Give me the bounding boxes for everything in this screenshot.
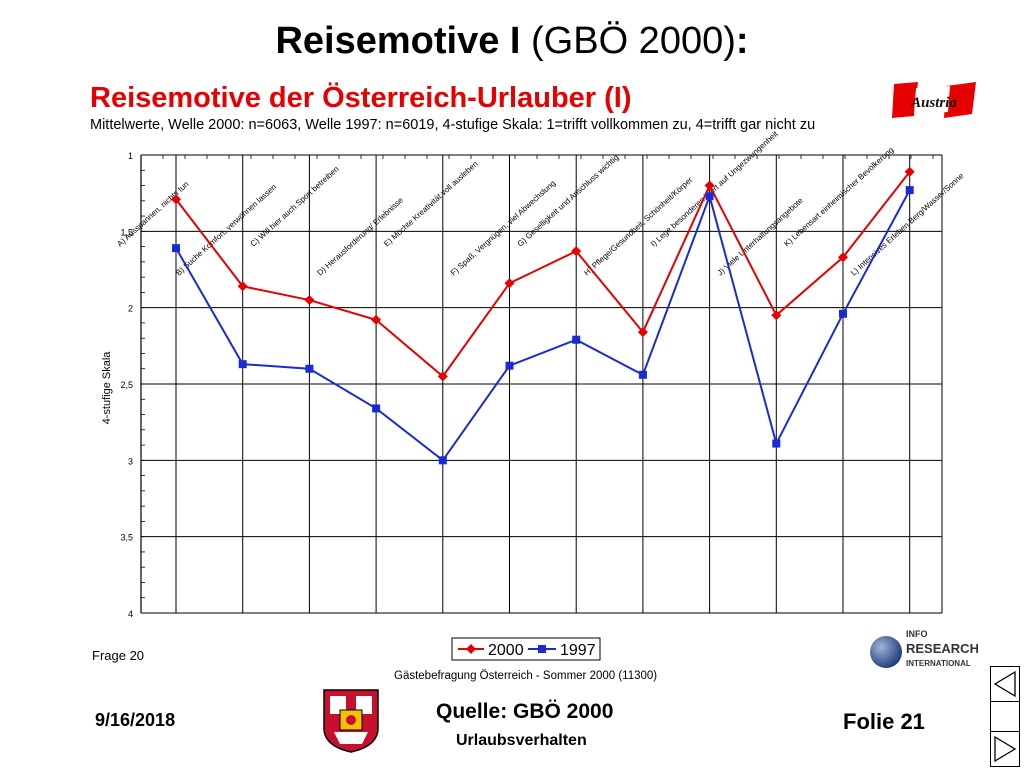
data-point [839,309,847,318]
slide-title: Reisemotive I (GBÖ 2000): [275,20,749,62]
crest-logo [323,689,379,753]
data-point [638,370,647,379]
y-tick-label: 1 [128,151,133,161]
category-label: A) Ausspannen, nichts tun [115,180,190,249]
legend: 2000 1997 [451,637,601,661]
series-line [175,171,911,378]
data-point [772,439,781,448]
data-point [704,180,715,191]
svg-text:Austria: Austria [910,95,957,111]
data-point [838,252,848,263]
data-point [238,360,247,369]
data-point [571,246,582,257]
next-slide-button[interactable] [990,731,1020,767]
legend-1997-label: 1997 [560,642,596,659]
data-point [305,364,314,373]
y-tick-label: 4 [128,609,133,619]
data-point [905,186,914,195]
austria-logo: Austria [892,82,976,118]
footer-source: Quelle: GBÖ 2000 [436,700,614,723]
y-tick-label: 1,5 [120,227,133,237]
svg-text:INFO: INFO [906,629,928,639]
legend-2000-marker [466,644,476,654]
series [171,166,915,465]
grid [140,154,943,614]
previous-slide-button[interactable] [990,666,1020,702]
series-line [175,189,911,462]
category-label: C) Will hier auch Sport betreiben [249,164,341,248]
data-point [637,327,648,338]
series-2000 [171,166,915,382]
legend-1997-marker [538,645,546,653]
data-point [505,361,514,370]
chart-heading: Reisemotive der Österreich-Urlauber (I) [90,82,632,114]
series-1997 [172,186,914,465]
data-point [705,192,714,201]
data-point [171,194,181,205]
y-axis-label: 4-stufige Skala [101,351,113,425]
slide-number: Folie 21 [843,709,925,734]
data-point [237,281,248,292]
nav-divider [990,702,1020,731]
data-point [504,278,515,289]
y-tick-label: 2 [128,304,133,314]
y-tick-labels: 1 1,5 2 2,5 3 3,5 4 [120,151,133,619]
data-point [371,314,382,325]
question-label: Frage 20 [92,648,145,663]
data-point [172,244,180,253]
svg-text:INTERNATIONAL: INTERNATIONAL [906,659,971,668]
data-point [904,166,915,177]
legend-2000-label: 2000 [488,642,524,659]
data-point [304,295,315,306]
triangle-left-icon [993,670,1016,698]
y-tick-label: 3,5 [120,533,133,543]
info-research-logo: INFO RESEARCH INTERNATIONAL [870,629,978,668]
svg-text:RESEARCH: RESEARCH [906,641,978,656]
data-point [438,456,447,465]
footer-date: 9/16/2018 [95,710,176,730]
triangle-right-icon [994,735,1017,763]
y-tick-label: 2,5 [120,380,133,390]
chart-subtitle: Mittelwerte, Welle 2000: n=6063, Welle 1… [90,117,816,133]
data-point [372,404,381,413]
footer-subtitle: Urlaubsverhalten [456,732,587,749]
data-point [437,371,448,382]
data-point [572,335,581,344]
y-tick-label: 3 [128,456,133,466]
data-point [771,310,782,321]
survey-note: Gästebefragung Österreich - Sommer 2000 … [394,670,658,682]
